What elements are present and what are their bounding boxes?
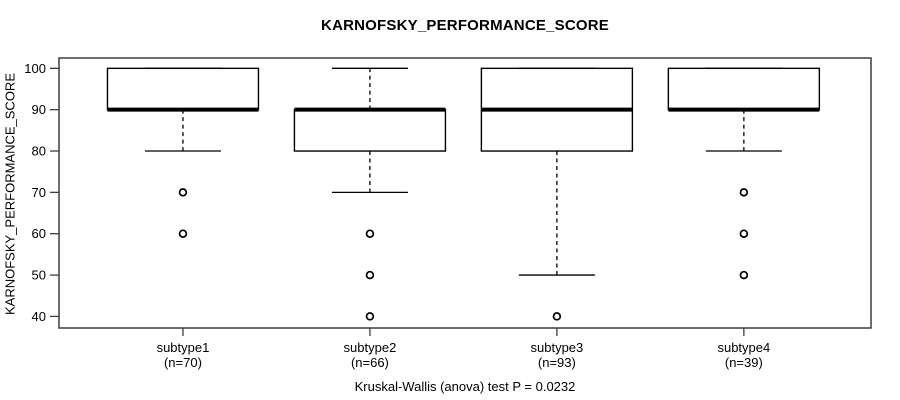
outlier-point	[739, 229, 749, 238]
x-group-n-label: (n=70)	[164, 355, 202, 370]
y-tick-label: 80	[32, 144, 46, 159]
boxplot-group-subtype2: subtype2(n=66)	[293, 67, 447, 370]
stats-caption: Kruskal-Wallis (anova) test P = 0.0232	[354, 379, 576, 394]
outlier-point	[365, 312, 375, 321]
x-group-n-label: (n=39)	[725, 355, 763, 370]
y-tick-label: 70	[32, 185, 46, 200]
x-group-n-label: (n=66)	[351, 355, 389, 370]
y-tick-label: 40	[32, 309, 46, 324]
x-group-label: subtype3	[531, 340, 584, 355]
y-tick-label: 100	[24, 61, 46, 76]
boxplot-group-subtype3: subtype3(n=93)	[480, 67, 634, 370]
x-group-n-label: (n=93)	[538, 355, 576, 370]
outlier-point	[739, 270, 749, 280]
outlier-point	[365, 270, 375, 280]
boxplot-group-subtype1: subtype1(n=70)	[106, 67, 260, 370]
y-tick-label: 90	[32, 102, 46, 117]
iqr-box	[667, 67, 821, 111]
x-group-label: subtype4	[717, 340, 770, 355]
iqr-box	[293, 108, 447, 152]
boxplot-group-subtype4: subtype4(n=39)	[667, 67, 821, 370]
outlier-point	[365, 229, 375, 238]
chart-title: KARNOFSKY_PERFORMANCE_SCORE	[321, 17, 609, 34]
outlier-point	[178, 188, 188, 197]
x-group-label: subtype2	[344, 340, 397, 355]
iqr-box	[106, 67, 260, 111]
x-group-label: subtype1	[157, 340, 210, 355]
outlier-point	[739, 188, 749, 197]
outlier-point	[552, 312, 562, 321]
y-tick-label: 60	[32, 226, 46, 241]
outlier-point	[178, 229, 188, 238]
y-tick-label: 50	[32, 268, 46, 283]
